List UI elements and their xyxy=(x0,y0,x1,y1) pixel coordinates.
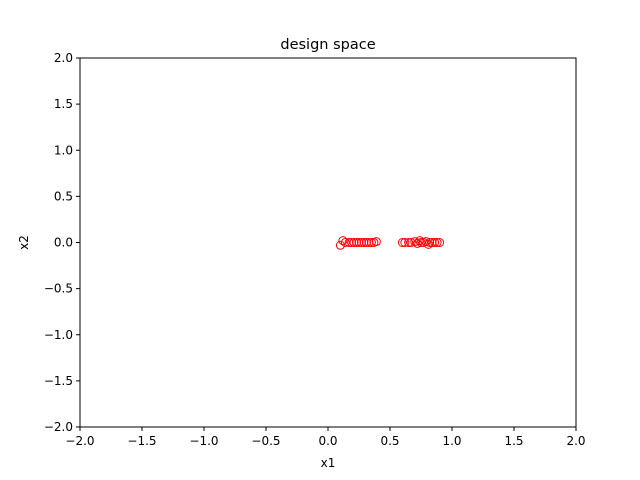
x-tick-label: −2.0 xyxy=(65,434,94,448)
x-tick-label: 1.5 xyxy=(504,434,523,448)
data-point xyxy=(425,238,435,247)
data-point xyxy=(359,238,369,247)
data-point xyxy=(349,238,359,247)
data-point xyxy=(404,238,414,247)
data-point xyxy=(430,238,440,247)
data-point xyxy=(427,238,437,247)
x-tick-label: −1.0 xyxy=(189,434,218,448)
data-point xyxy=(335,240,345,250)
x-tick-label: 1.0 xyxy=(442,434,461,448)
y-tick-label: 0.5 xyxy=(54,189,73,203)
x-tick-label: −1.5 xyxy=(127,434,156,448)
data-point xyxy=(361,238,371,247)
x-tick-label: −0.5 xyxy=(251,434,280,448)
data-point xyxy=(371,237,381,247)
x-axis-label: x1 xyxy=(321,456,336,470)
data-point xyxy=(340,238,350,247)
plot-frame xyxy=(79,57,577,428)
data-point xyxy=(435,238,445,247)
data-point xyxy=(412,238,422,248)
data-point xyxy=(344,238,354,247)
points-layer xyxy=(335,236,445,250)
data-point xyxy=(347,238,357,247)
data-point xyxy=(432,238,442,247)
data-point xyxy=(366,238,376,247)
data-point xyxy=(397,238,407,247)
y-tick-label: −1.0 xyxy=(44,328,73,342)
data-point xyxy=(338,236,348,246)
data-point xyxy=(352,238,362,247)
chart-title: design space xyxy=(280,37,375,53)
x-tick-label: 2.0 xyxy=(566,434,585,448)
y-tick-label: 1.0 xyxy=(54,143,73,157)
data-point xyxy=(354,238,364,247)
data-point xyxy=(400,238,410,247)
y-tick-label: −2.0 xyxy=(44,420,73,434)
data-point xyxy=(410,237,420,247)
x-tick-label: 0.0 xyxy=(318,434,337,448)
data-point xyxy=(406,238,416,247)
y-tick-label: 1.5 xyxy=(54,97,73,111)
y-tick-label: −1.5 xyxy=(44,374,73,388)
y-tick-label: 0.0 xyxy=(54,236,73,250)
y-axis: −2.0 −1.5 −1.0 −0.5 0.0 0.5 1.0 1.5 2.0 xyxy=(44,51,80,434)
data-point xyxy=(421,237,431,247)
y-tick-label: −0.5 xyxy=(44,282,73,296)
x-tick-label: 0.5 xyxy=(380,434,399,448)
y-tick-label: 2.0 xyxy=(54,51,73,65)
y-axis-label: x2 xyxy=(17,235,31,250)
x-axis: −2.0 −1.5 −1.0 −0.5 0.0 0.5 1.0 1.5 2.0 xyxy=(65,427,586,448)
data-point xyxy=(356,238,366,247)
